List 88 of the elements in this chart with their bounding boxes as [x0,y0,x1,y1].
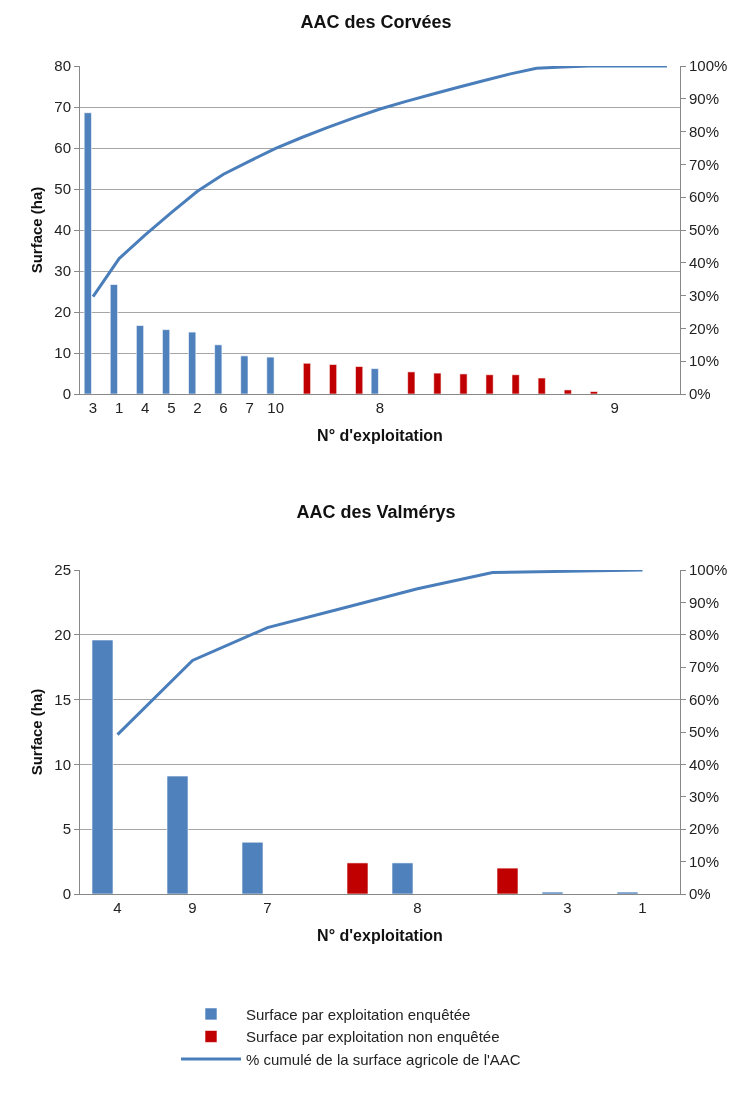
bar [537,377,546,394]
y2-tick-label: 70% [689,658,720,676]
chart-title: AAC des Corvées [300,12,452,33]
bar [109,284,118,394]
y-tick-label: 70 [54,98,71,116]
y-tick-label: 60 [54,139,71,157]
bar [136,325,144,394]
y-tick-label: 20 [54,626,71,644]
bar [589,391,598,394]
legend-label: Surface par exploitation non enquêtée [246,1028,500,1046]
y2-tick-label: 30% [689,286,720,304]
bar [485,374,494,394]
y2-tick-label: 90% [689,593,720,611]
y-tick-label: 40 [54,221,71,239]
x-tick-label: 1 [638,899,647,916]
y2-tick-label: 20% [689,319,720,337]
y-tick-label: 15 [54,690,71,708]
x-tick-label: 10 [267,399,284,416]
y2-tick-label: 0% [689,885,711,903]
y2-tick-label: 100% [689,561,728,579]
bar [162,329,171,394]
chart-title: AAC des Valmérys [296,502,456,523]
y-tick-label: 80 [54,57,71,75]
x-tick-label: 8 [375,399,385,416]
y-tick-label: 0 [62,885,71,903]
bar [240,355,249,394]
bar [459,373,468,394]
x-tick-label: 1 [114,399,124,416]
bar [563,389,572,394]
y2-tick-label: 80% [689,626,720,644]
x-tick-label: 3 [88,399,98,416]
y-tick-label: 25 [54,561,71,579]
y2-tick-label: 70% [689,155,720,173]
y-tick-label: 20 [54,303,71,321]
x-tick-label: 3 [563,899,572,916]
y2-tick-label: 20% [689,820,720,838]
line-series [116,570,644,737]
y2-tick-label: 100% [689,57,728,75]
y2-tick-label: 40% [689,755,720,773]
legend-label: Surface par exploitation enquêtée [246,1005,471,1023]
x-tick-label: 2 [193,399,202,416]
x-tick-label: 9 [610,399,619,416]
bar [346,862,369,894]
x-tick-label: 6 [219,399,228,416]
x-tick-label: 4 [113,899,122,916]
bar [355,366,364,394]
y-tick-label: 0 [62,385,71,403]
y2-tick-label: 30% [689,788,720,806]
bar [370,368,379,394]
y-tick-label: 10 [54,755,71,773]
legend-label: % cumulé de la surface agricole de l'AAC [246,1050,521,1068]
bar [511,374,520,394]
y2-tick-label: 50% [689,723,720,741]
y2-tick-label: 90% [689,90,720,108]
x-tick-label: 4 [141,399,150,416]
bar [329,364,337,394]
x-tick-label: 9 [188,899,197,916]
y2-tick-label: 10% [689,352,720,370]
bar [188,331,197,394]
y2-tick-label: 10% [689,852,720,870]
x-tick-label: 8 [413,899,422,916]
y-tick-label: 50 [54,180,71,198]
x-axis-title: N° d'exploitation [317,426,443,444]
x-tick-label: 7 [263,899,272,916]
bar [241,841,264,894]
y2-tick-label: 60% [689,690,720,708]
y-tick-label: 30 [54,262,71,280]
y2-tick-label: 0% [689,385,711,403]
x-tick-label: 5 [167,399,176,416]
bar [166,775,189,894]
y2-tick-label: 60% [689,188,720,206]
y-tick-label: 10 [54,344,71,362]
y2-tick-label: 50% [689,221,720,239]
y-tick-label: 5 [62,820,71,838]
x-axis-title: N° d'exploitation [317,926,443,944]
y-axis-title: Surface (ha) [27,688,45,776]
bar [391,862,414,894]
y-axis-title: Surface (ha) [27,186,45,274]
bar [407,371,416,394]
y2-tick-label: 40% [689,254,720,272]
x-tick-label: 7 [245,399,254,416]
bar [91,639,114,894]
bar [496,867,519,894]
bar [433,372,442,394]
bar [266,356,275,394]
bar [214,344,223,394]
y2-tick-label: 80% [689,122,720,140]
bar [303,362,311,394]
